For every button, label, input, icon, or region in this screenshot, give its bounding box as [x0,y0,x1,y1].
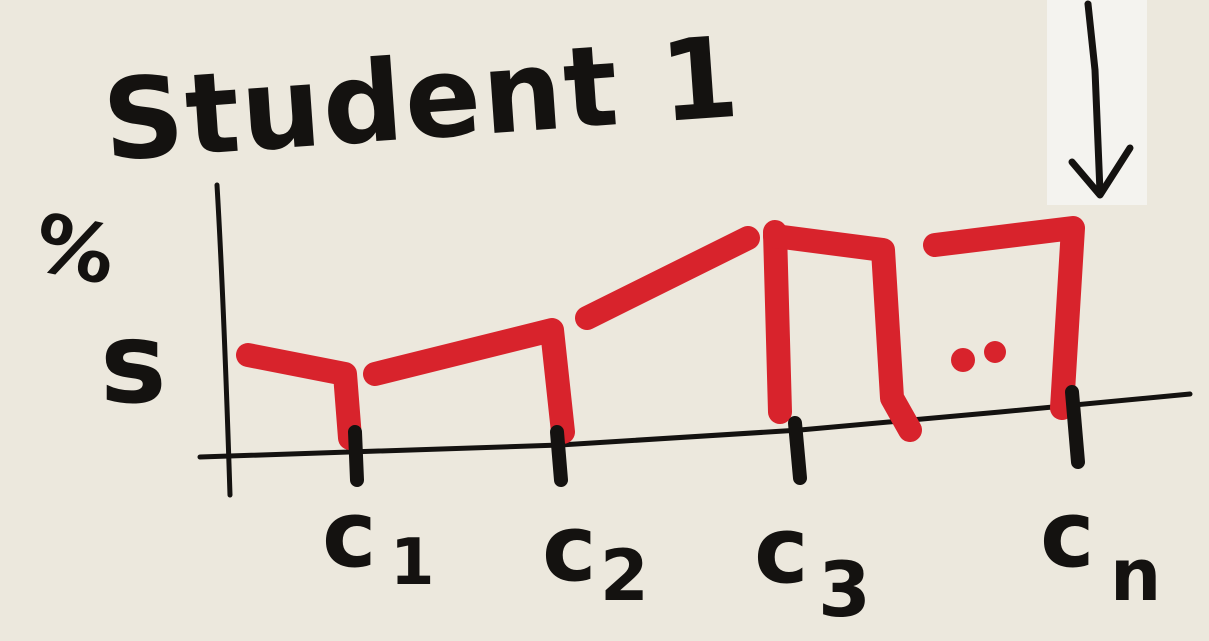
score-trajectory [236,216,1085,450]
ellipsis-dot [984,341,1006,363]
segment-start [236,343,362,450]
tick-marks [348,385,1085,487]
arrow-shaft [1084,0,1104,196]
tick-label-cn: c n [1040,481,1161,617]
tick-label-sub: n [1110,533,1161,617]
tick-label-sub: 1 [390,526,435,600]
tick-label-main: c [754,497,809,604]
y-axis-variable-label: s [100,299,167,429]
tick-label-sub: 3 [818,545,871,634]
tick-label-sub: 2 [600,535,649,617]
y-axis-unit-label: % [26,196,124,304]
tick-label-c2: c 2 [542,495,649,617]
tick-label-c1: c 1 [322,481,435,600]
segment-last [923,216,1085,420]
tick-label-c3: c 3 [754,497,871,634]
tick-label-main: c [1040,481,1095,588]
segment-c2-c3 [575,226,760,330]
tick-cn [1065,385,1085,469]
arrow-down-icon [1068,0,1134,199]
segment-c3-peak [763,224,922,442]
tick-label-main: c [542,495,597,602]
arrow-head [1068,144,1134,199]
ellipsis-dot [951,348,975,372]
tick-c2 [550,425,568,487]
drop-c3 [763,220,792,424]
tick-c3 [788,416,807,485]
y-axis-line [214,182,233,498]
tick-label-main: c [322,481,377,588]
segment-c1-c2 [363,318,575,444]
tick-c1 [348,425,364,487]
